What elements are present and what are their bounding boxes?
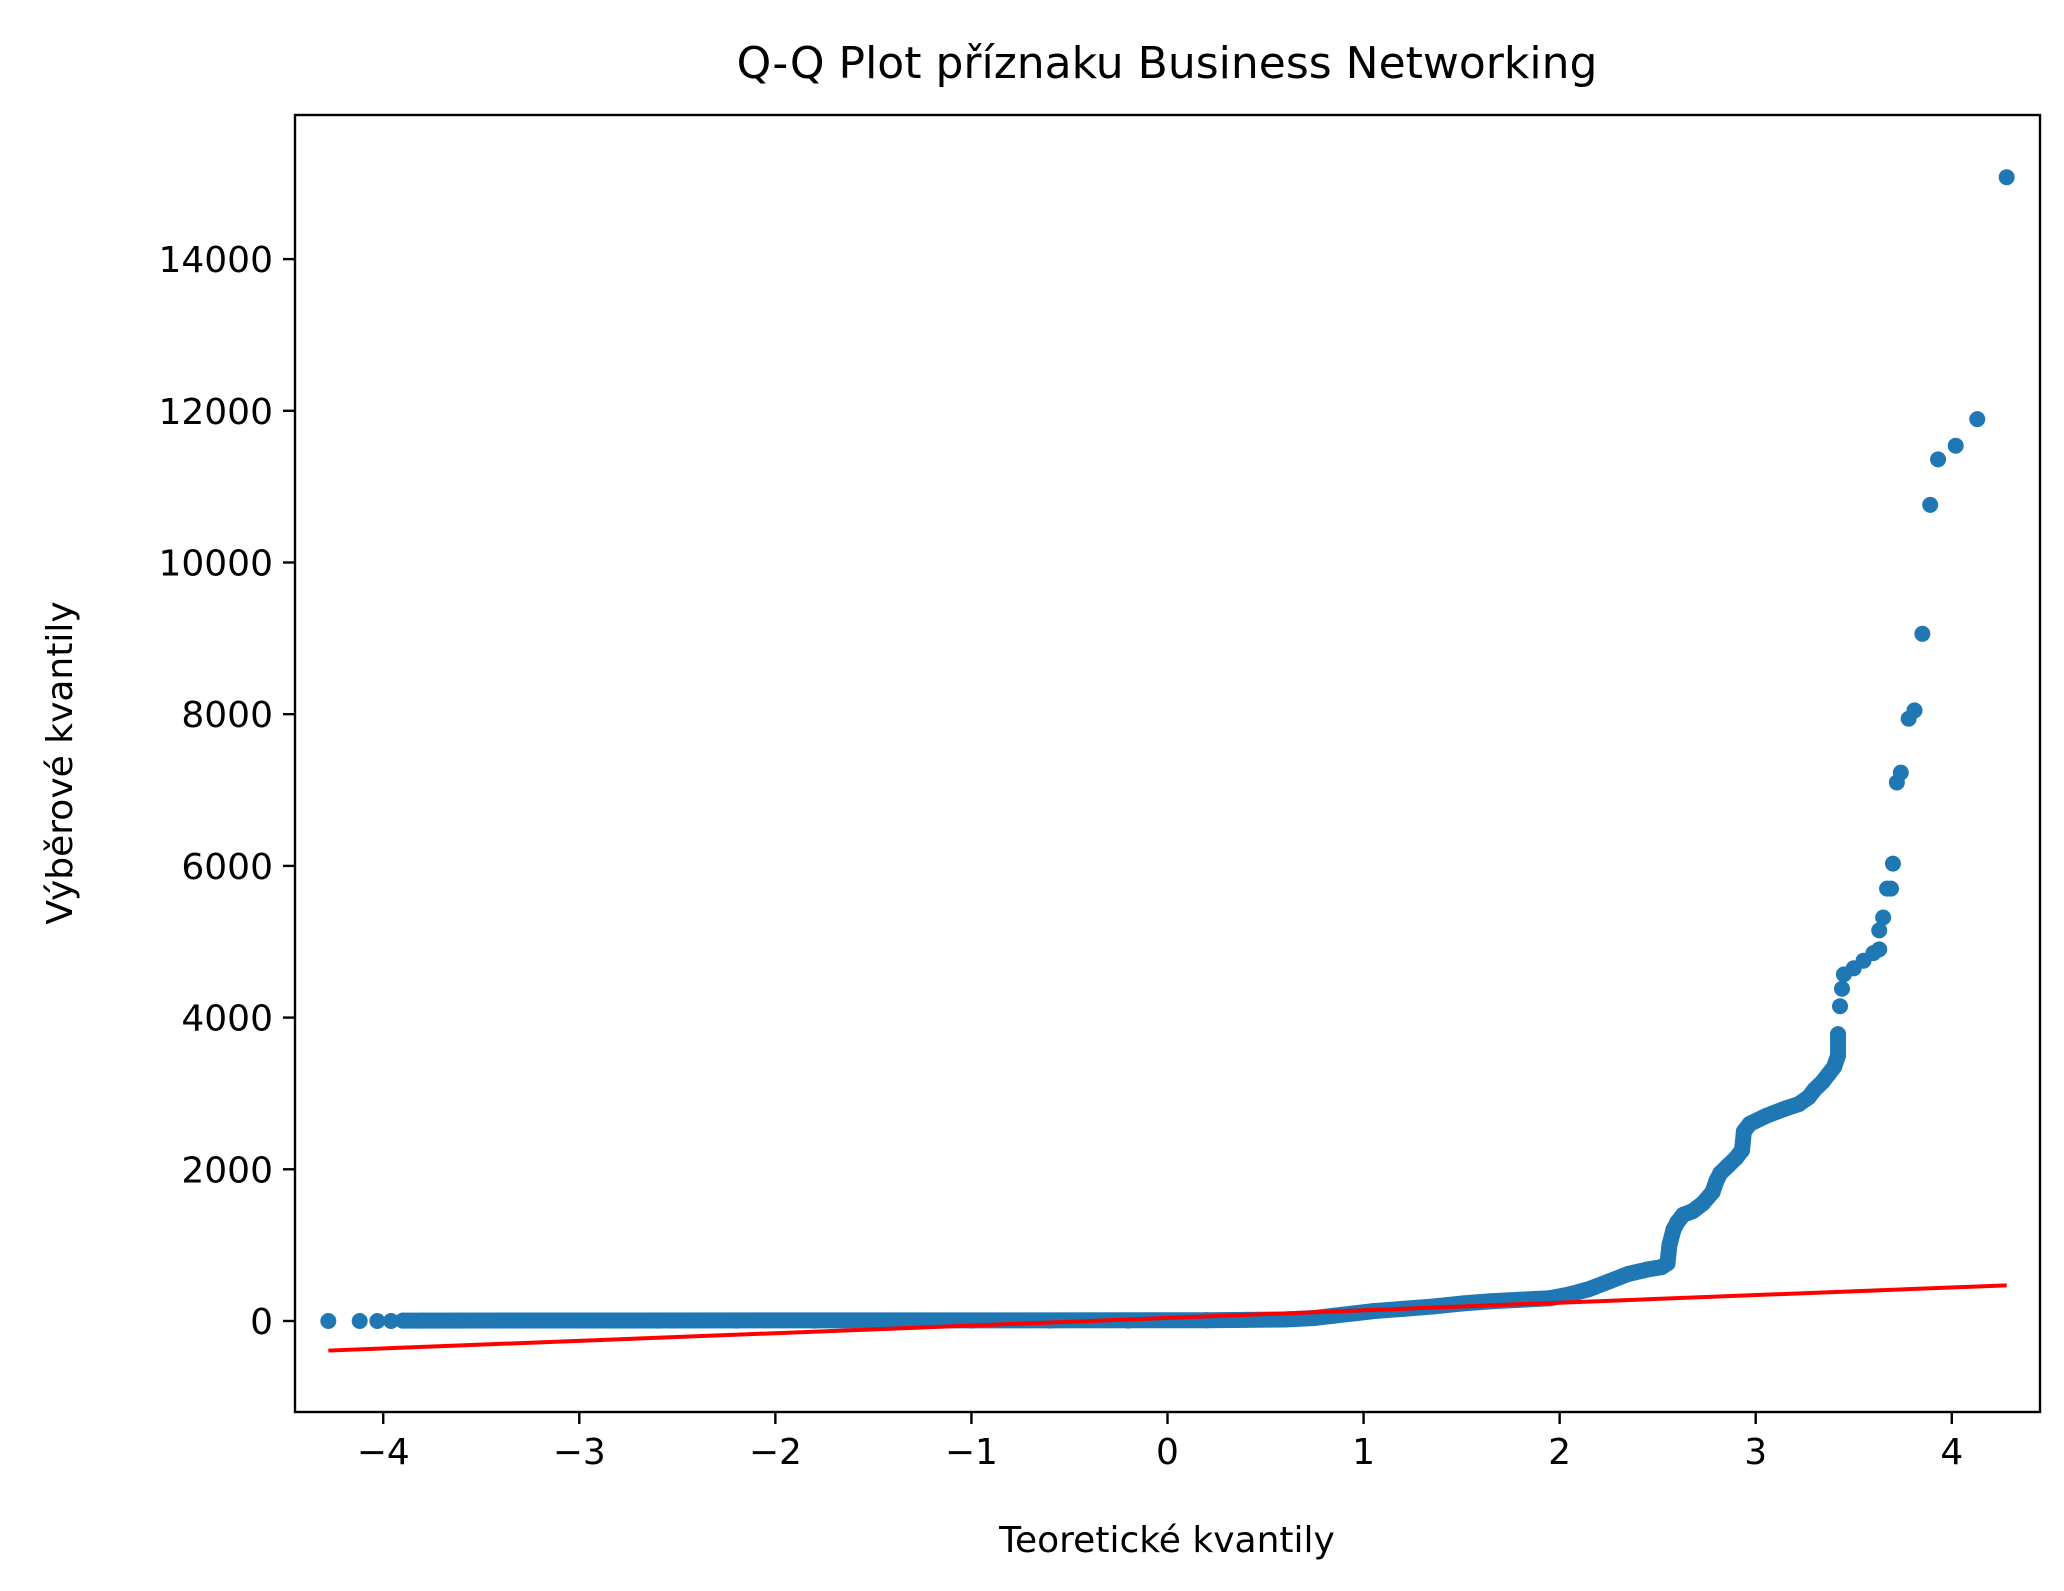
y-tick-label: 2000: [181, 1150, 273, 1191]
data-point: [1639, 1261, 1656, 1278]
y-axis-label: Výběrové kvantily: [40, 601, 81, 924]
data-point: [728, 1312, 745, 1329]
y-tick-label: 4000: [181, 999, 273, 1040]
data-point: [394, 1312, 411, 1329]
data-point: [1930, 451, 1947, 468]
data-point: [1914, 625, 1931, 642]
data-point: [1345, 1305, 1362, 1322]
x-tick-label: 0: [1156, 1432, 1179, 1473]
data-point: [1694, 1195, 1711, 1212]
data-point: [1659, 1255, 1676, 1272]
x-tick-label: −4: [357, 1432, 410, 1473]
x-tick-label: −1: [945, 1432, 998, 1473]
data-point: [1620, 1265, 1637, 1282]
reference-line: [328, 1283, 2007, 1353]
data-point: [1733, 1142, 1750, 1159]
plot-area: [320, 169, 2015, 1353]
data-point: [320, 1312, 337, 1329]
data-point: [1998, 169, 2015, 186]
y-tick-label: 8000: [181, 695, 273, 736]
data-point: [1832, 998, 1849, 1015]
data-point: [1561, 1286, 1578, 1303]
y-tick-label: 6000: [181, 847, 273, 888]
y-tick-label: 12000: [158, 392, 273, 433]
data-point: [1969, 411, 1986, 428]
x-tick-label: 2: [1548, 1432, 1571, 1473]
data-point: [806, 1312, 823, 1329]
data-point: [1922, 496, 1939, 513]
data-point: [1757, 1108, 1774, 1125]
data-point: [1882, 880, 1899, 897]
x-tick-label: −2: [749, 1432, 802, 1473]
data-point: [351, 1312, 368, 1329]
data-point: [453, 1312, 470, 1329]
x-axis-label: Teoretické kvantily: [998, 1520, 1335, 1561]
y-axis-ticks: 0 2000 4000 6000 8000 10000 12000 14000: [158, 240, 295, 1343]
data-point: [885, 1312, 902, 1329]
plot-frame: [293, 113, 2042, 1414]
data-point: [1833, 980, 1850, 997]
dense-point-curve: [1198, 1026, 1847, 1329]
data-point: [1777, 1100, 1794, 1117]
x-tick-label: 4: [1940, 1432, 1963, 1473]
y-tick-label: 10000: [158, 544, 273, 585]
x-tick-label: 1: [1352, 1432, 1375, 1473]
data-point: [414, 1312, 431, 1329]
data-point: [383, 1312, 400, 1329]
chart-title: Q-Q Plot příznaku Business Networking: [737, 38, 1598, 89]
data-point: [1875, 909, 1892, 926]
data-point: [1906, 702, 1923, 719]
data-point: [512, 1312, 529, 1329]
x-tick-label: 3: [1744, 1432, 1767, 1473]
x-tick-label: −3: [553, 1432, 606, 1473]
data-point: [1830, 1026, 1847, 1043]
data-point: [571, 1312, 588, 1329]
data-point: [1741, 1115, 1758, 1132]
data-point: [369, 1312, 386, 1329]
data-point: [1871, 941, 1888, 958]
data-point: [1830, 1047, 1847, 1064]
data-point: [1892, 764, 1909, 781]
y-tick-label: 0: [250, 1302, 273, 1343]
data-point: [649, 1312, 666, 1329]
data-point: [1871, 922, 1888, 939]
x-axis-ticks: −4 −3 −2 −1 0 1 2 3 4: [357, 1412, 1963, 1473]
data-point: [1661, 1237, 1678, 1254]
y-tick-label: 14000: [158, 240, 273, 281]
data-point: [1947, 437, 1964, 454]
data-point: [1884, 855, 1901, 872]
data-point: [1581, 1281, 1598, 1298]
data-point: [1600, 1273, 1617, 1290]
data-point: [1453, 1295, 1470, 1312]
